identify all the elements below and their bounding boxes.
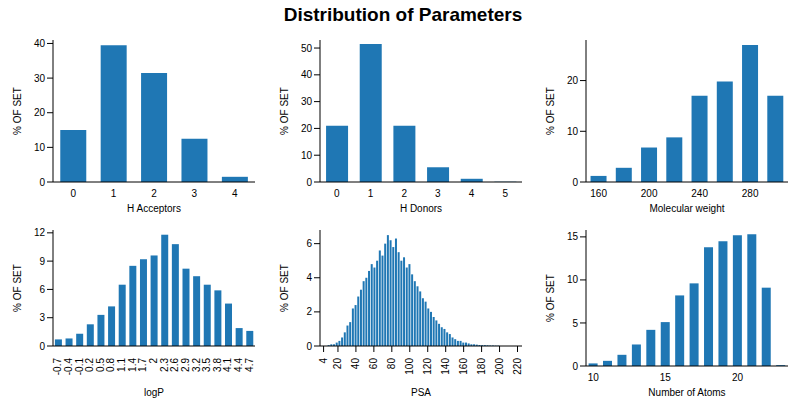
html-text:Distribution of Parameters: Distribution of Parameters xyxy=(283,4,523,25)
svg-text:40: 40 xyxy=(34,38,46,49)
svg-text:0: 0 xyxy=(334,188,340,199)
svg-text:Molecular weight: Molecular weight xyxy=(649,203,724,214)
svg-text:4.4: 4.4 xyxy=(233,358,244,372)
svg-text:180: 180 xyxy=(476,358,487,375)
svg-text:-0.4: -0.4 xyxy=(63,358,74,376)
svg-text:Number of Atoms: Number of Atoms xyxy=(648,387,725,398)
svg-text:2.9: 2.9 xyxy=(180,358,191,372)
svg-text:80: 80 xyxy=(386,358,397,370)
svg-text:0: 0 xyxy=(572,361,578,372)
svg-text:H Acceptors: H Acceptors xyxy=(127,203,181,214)
svg-text:200: 200 xyxy=(494,358,505,375)
svg-text:30: 30 xyxy=(301,96,313,107)
svg-text:10: 10 xyxy=(588,372,600,383)
svg-text:% OF SET: % OF SET xyxy=(279,264,290,312)
svg-text:3: 3 xyxy=(192,188,198,199)
svg-text:4: 4 xyxy=(232,188,238,199)
svg-text:2: 2 xyxy=(306,306,312,317)
svg-text:% OF SET: % OF SET xyxy=(545,274,556,322)
svg-text:1: 1 xyxy=(111,188,117,199)
svg-text:5: 5 xyxy=(572,318,578,329)
svg-text:15: 15 xyxy=(660,372,672,383)
svg-text:50: 50 xyxy=(301,43,313,54)
svg-text:-0.1: -0.1 xyxy=(74,358,85,376)
svg-text:0.5: 0.5 xyxy=(95,358,106,372)
svg-text:10: 10 xyxy=(567,126,579,137)
svg-text:4.1: 4.1 xyxy=(222,358,233,372)
svg-text:0.8: 0.8 xyxy=(105,358,116,372)
svg-text:3.8: 3.8 xyxy=(212,358,223,372)
svg-text:% OF SET: % OF SET xyxy=(12,264,23,312)
svg-text:12: 12 xyxy=(34,227,46,238)
svg-text:1.4: 1.4 xyxy=(127,358,138,372)
svg-text:6: 6 xyxy=(39,284,45,295)
svg-text:4: 4 xyxy=(306,272,312,283)
svg-text:1: 1 xyxy=(368,188,374,199)
svg-text:15: 15 xyxy=(567,231,579,242)
svg-text:3: 3 xyxy=(435,188,441,199)
svg-text:280: 280 xyxy=(742,188,759,199)
svg-text:logP: logP xyxy=(144,387,164,398)
svg-text:2: 2 xyxy=(151,188,157,199)
svg-text:200: 200 xyxy=(641,188,658,199)
svg-text:-0.7: -0.7 xyxy=(52,358,63,376)
svg-text:160: 160 xyxy=(458,358,469,375)
svg-text:40: 40 xyxy=(350,358,361,370)
svg-text:220: 220 xyxy=(512,358,523,375)
svg-text:3: 3 xyxy=(39,312,45,323)
svg-text:120: 120 xyxy=(422,358,433,375)
svg-text:240: 240 xyxy=(691,188,708,199)
svg-text:20: 20 xyxy=(567,75,579,86)
svg-text:60: 60 xyxy=(368,358,379,370)
svg-text:3.5: 3.5 xyxy=(201,358,212,372)
svg-text:0.2: 0.2 xyxy=(84,358,95,372)
svg-text:1.1: 1.1 xyxy=(116,358,127,372)
svg-text:0: 0 xyxy=(572,177,578,188)
svg-text:5: 5 xyxy=(502,188,508,199)
svg-text:100: 100 xyxy=(404,358,415,375)
svg-text:0: 0 xyxy=(39,341,45,352)
svg-text:140: 140 xyxy=(440,358,451,375)
svg-text:% OF SET: % OF SET xyxy=(12,87,23,135)
svg-text:H Donors: H Donors xyxy=(400,203,442,214)
svg-text:10: 10 xyxy=(301,150,313,161)
svg-text:% OF SET: % OF SET xyxy=(279,87,290,135)
svg-text:10: 10 xyxy=(567,274,579,285)
svg-text:2: 2 xyxy=(148,358,159,364)
svg-text:10: 10 xyxy=(34,142,46,153)
svg-text:4.7: 4.7 xyxy=(244,358,255,372)
svg-text:20: 20 xyxy=(301,123,313,134)
svg-text:PSA: PSA xyxy=(411,387,431,398)
svg-text:9: 9 xyxy=(39,256,45,267)
svg-text:4: 4 xyxy=(318,358,329,364)
svg-text:2.6: 2.6 xyxy=(169,358,180,372)
svg-text:40: 40 xyxy=(301,69,313,80)
svg-text:% OF SET: % OF SET xyxy=(545,87,556,135)
svg-text:3.2: 3.2 xyxy=(191,358,202,372)
svg-text:0: 0 xyxy=(306,341,312,352)
svg-text:0: 0 xyxy=(70,188,76,199)
svg-text:160: 160 xyxy=(590,188,607,199)
svg-text:20: 20 xyxy=(732,372,744,383)
svg-text:0: 0 xyxy=(306,177,312,188)
svg-text:4: 4 xyxy=(469,188,475,199)
svg-text:20: 20 xyxy=(34,107,46,118)
svg-text:2: 2 xyxy=(401,188,407,199)
svg-text:30: 30 xyxy=(34,73,46,84)
svg-text:6: 6 xyxy=(306,238,312,249)
svg-text:20: 20 xyxy=(332,358,343,370)
svg-text:1.7: 1.7 xyxy=(137,358,148,372)
svg-text:0: 0 xyxy=(39,177,45,188)
svg-text:2.3: 2.3 xyxy=(159,358,170,372)
